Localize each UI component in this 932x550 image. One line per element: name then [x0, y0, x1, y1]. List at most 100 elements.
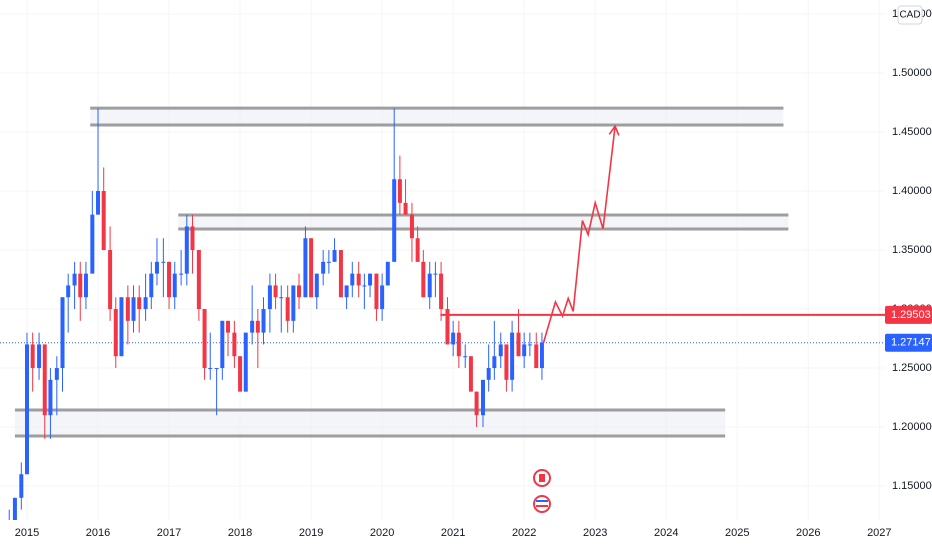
- candle-body: [480, 379, 485, 416]
- y-tick-label: 1.40000: [892, 185, 932, 197]
- candle-body: [356, 273, 361, 286]
- x-tick-label: 2016: [86, 527, 110, 539]
- grid: [0, 0, 885, 520]
- x-tick-label: 2026: [796, 527, 820, 539]
- candle-body: [474, 391, 479, 416]
- candle-body: [338, 250, 343, 298]
- candle-body: [380, 285, 385, 310]
- candle-body: [421, 261, 426, 298]
- candle-body: [125, 297, 130, 321]
- x-tick-label: 2024: [654, 527, 678, 539]
- candle-body: [202, 309, 207, 369]
- candle-body: [214, 368, 219, 370]
- x-tick-label: 2027: [867, 527, 891, 539]
- projection-path: [542, 126, 616, 344]
- candle-body: [297, 285, 302, 298]
- candle-body: [486, 368, 491, 380]
- y-tick-label: 1.20000: [892, 421, 932, 433]
- x-tick-label: 2025: [725, 527, 749, 539]
- candle-body: [37, 344, 42, 369]
- zone: [90, 108, 784, 125]
- candle-body: [179, 273, 184, 275]
- candle-body: [504, 344, 509, 380]
- flag-stripe: [536, 500, 548, 502]
- y-tick-label: 1.25000: [892, 362, 932, 374]
- x-tick-label: 2019: [299, 527, 323, 539]
- candle-body: [385, 261, 390, 286]
- candle-body: [527, 344, 532, 346]
- candle-body: [131, 297, 136, 321]
- candle-body: [12, 497, 17, 520]
- candle-body: [154, 261, 159, 274]
- candle-body: [42, 344, 47, 416]
- candle-body: [539, 342, 544, 369]
- projection-arrowhead: [608, 124, 620, 136]
- y-tick-label: 1.50000: [892, 67, 932, 79]
- zone: [178, 214, 789, 230]
- y-tick-label: 1.45000: [892, 126, 932, 138]
- x-tick-label: 2020: [370, 527, 394, 539]
- candle-body: [161, 261, 166, 263]
- y-tick-label: 1.35000: [892, 244, 932, 256]
- candle-body: [463, 356, 468, 358]
- candle-body: [225, 320, 230, 333]
- price-axis: [885, 0, 932, 550]
- candle-body: [309, 238, 314, 298]
- candle-body: [101, 191, 106, 251]
- candle-body: [516, 332, 521, 357]
- currency-label: CAD: [899, 10, 920, 21]
- candle-body: [498, 344, 503, 357]
- plot-area: [0, 106, 885, 520]
- x-tick-label: 2022: [512, 527, 536, 539]
- level-tag-label: 1.29503: [891, 309, 931, 321]
- candle-body: [403, 202, 408, 215]
- candle-body: [143, 297, 148, 310]
- candle-body: [492, 356, 497, 369]
- candle-body: [314, 273, 319, 298]
- candle-body: [261, 309, 266, 333]
- candle-body: [285, 297, 290, 321]
- us-flag: [533, 495, 551, 513]
- event-flags: [533, 469, 551, 513]
- candle-body: [48, 379, 53, 416]
- level-tag: [885, 305, 932, 324]
- candle-body: [137, 297, 142, 310]
- candle-body: [392, 179, 397, 262]
- x-tick-label: 2023: [583, 527, 607, 539]
- x-tick-label: 2018: [228, 527, 252, 539]
- candle-body: [72, 273, 77, 286]
- candle-body: [427, 273, 432, 298]
- time-axis: [0, 520, 932, 550]
- candle-body: [232, 332, 237, 357]
- candle-body: [321, 261, 326, 274]
- candle-body: [439, 273, 444, 310]
- candle-body: [362, 285, 367, 287]
- candle-body: [273, 285, 278, 298]
- candle-body: [90, 214, 95, 274]
- candle-body: [208, 368, 213, 370]
- candle-body: [456, 332, 461, 357]
- zone: [14, 410, 726, 436]
- candle-body: [344, 285, 349, 298]
- candle-body: [243, 332, 248, 392]
- last-price-tag-label: 1.27147: [891, 337, 931, 349]
- candle-body: [119, 297, 124, 357]
- x-tick-label: 2021: [441, 527, 465, 539]
- candle-body: [24, 344, 29, 475]
- y-tick-label: 1.15000: [892, 480, 932, 492]
- candle-body: [534, 344, 539, 369]
- candle-body: [415, 238, 420, 262]
- candle-body: [149, 273, 154, 298]
- candle-body: [350, 273, 355, 286]
- candle-body: [60, 297, 65, 369]
- candle-body: [238, 356, 243, 392]
- candle-body: [409, 214, 414, 239]
- candle-body: [30, 344, 35, 369]
- candle-body: [433, 273, 438, 275]
- candle-body: [172, 273, 177, 298]
- candle-body: [250, 320, 255, 333]
- candle-body: [196, 250, 201, 310]
- candle-body: [78, 273, 83, 298]
